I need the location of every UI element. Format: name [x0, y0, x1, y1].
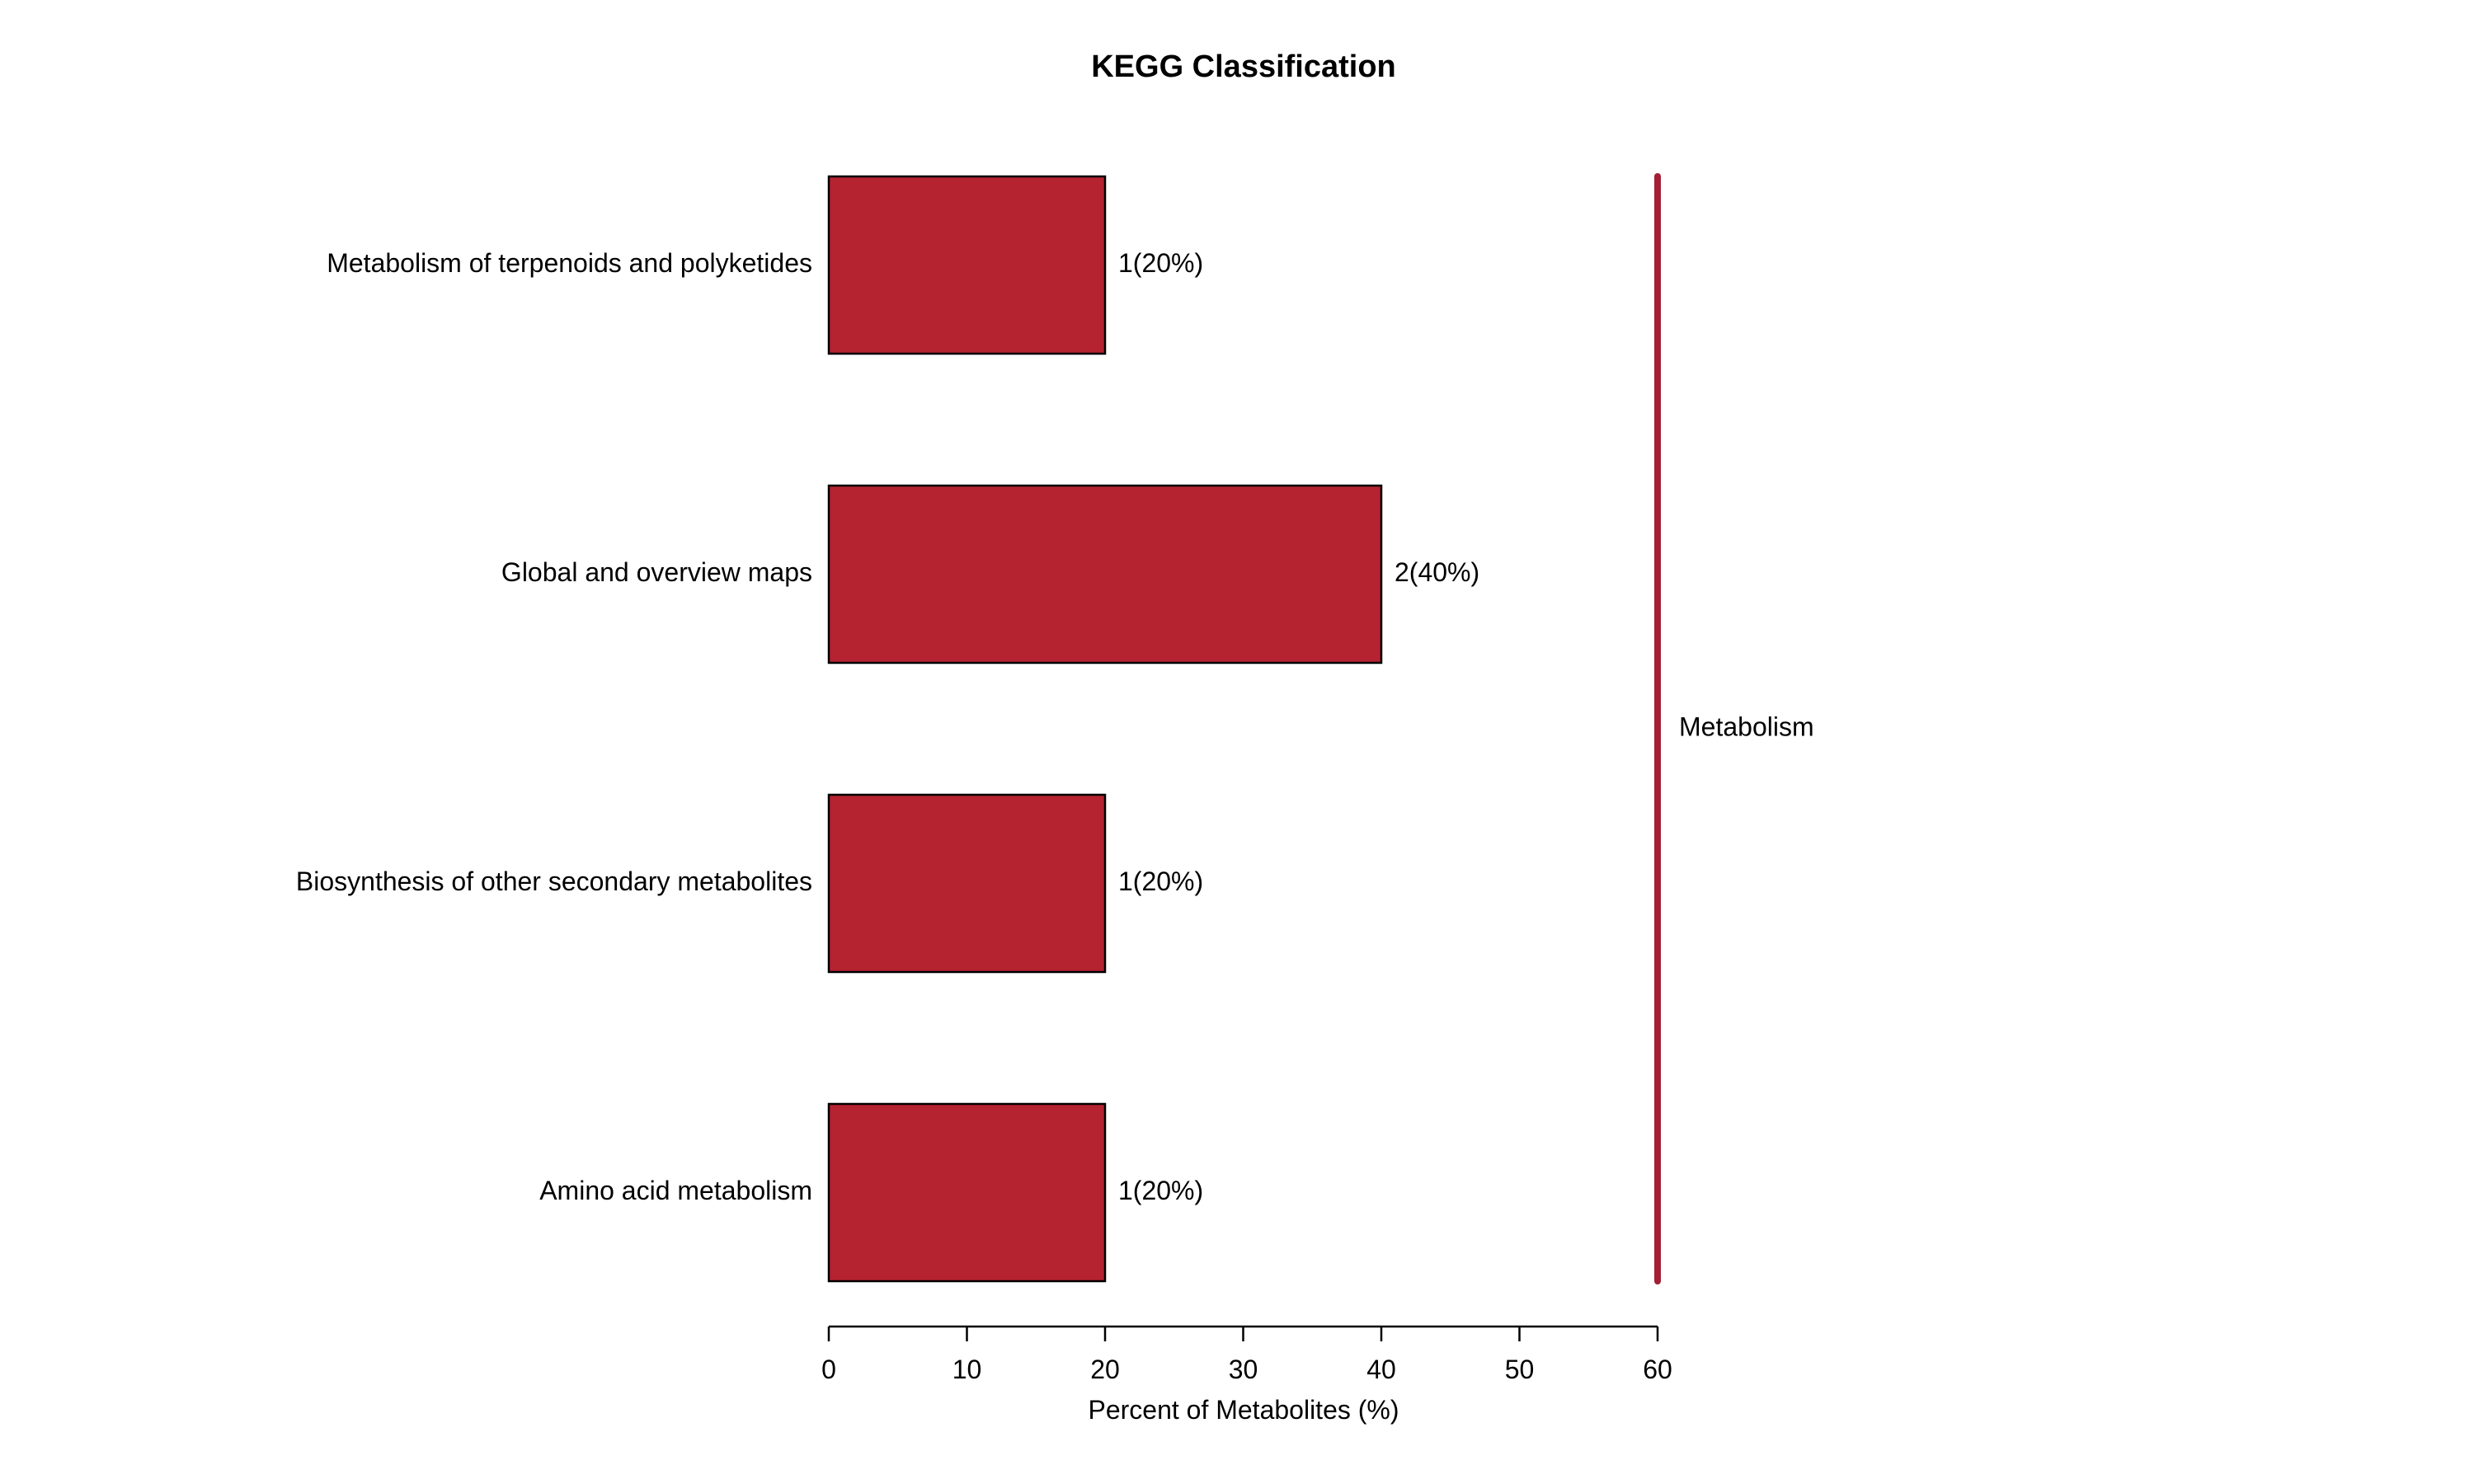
- x-tick-label: 40: [1366, 1355, 1396, 1384]
- data-label: 1(20%): [1118, 866, 1203, 896]
- bar: [827, 175, 1107, 355]
- data-label: 1(20%): [1118, 1176, 1203, 1205]
- bars-layer: Metabolism of terpenoids and polyketides…: [296, 175, 1479, 1283]
- category-label: Biosynthesis of other secondary metaboli…: [296, 866, 812, 896]
- group-label: Metabolism: [1679, 711, 1814, 741]
- bar: [827, 484, 1383, 665]
- x-axis: 0 10 20 30 40 50 60: [821, 1325, 1672, 1384]
- x-tick-label: 50: [1505, 1355, 1535, 1384]
- x-tick-label: 20: [1090, 1355, 1120, 1384]
- bar: [827, 793, 1107, 974]
- category-label: Global and overview maps: [501, 557, 812, 587]
- data-label: 2(40%): [1395, 557, 1479, 587]
- data-label: 1(20%): [1118, 248, 1203, 278]
- x-tick-label: 60: [1643, 1355, 1672, 1384]
- bar: [827, 1102, 1107, 1283]
- group-annotation: Metabolism: [1654, 173, 1814, 1284]
- x-tick-label: 30: [1229, 1355, 1258, 1384]
- x-axis-label: Percent of Metabolites (%): [1088, 1395, 1399, 1425]
- category-label: Metabolism of terpenoids and polyketides: [327, 248, 812, 278]
- x-tick-label: 0: [821, 1355, 836, 1384]
- chart-title: KEGG Classification: [1091, 49, 1396, 84]
- category-label: Amino acid metabolism: [539, 1176, 812, 1205]
- x-tick-label: 10: [952, 1355, 982, 1384]
